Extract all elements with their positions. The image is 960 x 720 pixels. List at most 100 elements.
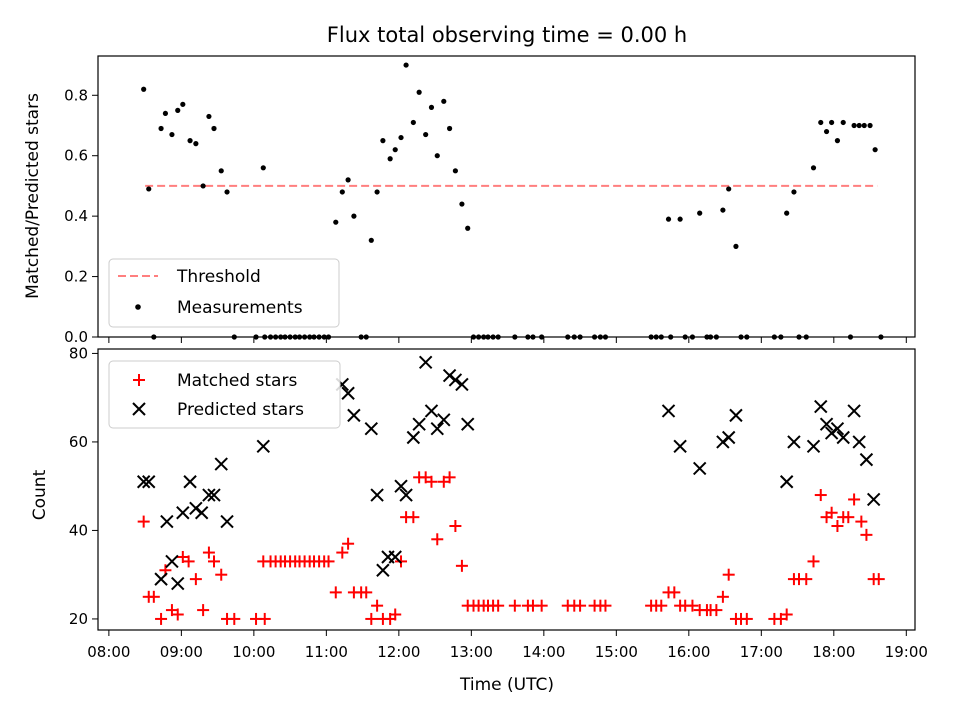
measurement-point: [374, 189, 380, 195]
measurement-point: [818, 119, 824, 126]
predicted-star-point: [364, 421, 379, 436]
predicted-stars-points: [136, 355, 881, 591]
x-axis-label: Time (UTC): [459, 675, 554, 695]
measurement-point: [446, 125, 453, 132]
bottom-y-ticks: 20 40 60 80: [69, 344, 98, 628]
bottom-legend: Matched stars Predicted stars: [108, 360, 341, 429]
matched-star-point: [197, 604, 210, 617]
measurement-point: [158, 125, 164, 132]
bottom-x-ticks: 08:00 09:00 10:00 11:00 12:00 13:00 14:00 15:00…: [87, 630, 928, 661]
bottom-y-tick-label: 80: [69, 344, 88, 362]
predicted-star-point: [176, 506, 190, 520]
predicted-star-point: [673, 439, 687, 454]
legend-matched-swatch: [133, 374, 145, 386]
predicted-star-point: [160, 514, 174, 529]
matched-star-point: [848, 493, 861, 506]
matched-star-point: [389, 608, 402, 621]
predicted-star-point: [448, 373, 463, 387]
top-axes-frame: [97, 55, 916, 338]
predicted-star-point: [165, 554, 179, 569]
legend-matched-label: Matched stars: [177, 371, 297, 391]
x-tick-label: 18:00: [812, 643, 855, 661]
x-tick-label: 09:00: [160, 643, 203, 661]
legend-predicted-swatch: [132, 402, 146, 416]
matched-star-point: [825, 506, 838, 519]
predicted-star-point: [183, 475, 197, 489]
predicted-star-point: [256, 439, 270, 454]
matched-star-point: [599, 599, 612, 612]
predicted-star-point: [819, 417, 834, 431]
predicted-star-point: [692, 461, 707, 476]
bottom-legend-box: [108, 360, 341, 429]
predicted-star-point: [202, 488, 216, 502]
predicted-star-point: [399, 488, 413, 502]
measurement-point: [441, 98, 447, 104]
top-y-tick-label: 0.0: [64, 328, 88, 346]
predicted-star-point: [461, 417, 475, 431]
measurement-point: [351, 213, 357, 219]
matched-star-point: [716, 590, 729, 603]
predicted-star-point: [412, 417, 426, 431]
matched-star-point: [574, 599, 587, 612]
bottom-y-tick-label: 20: [69, 610, 88, 628]
matched-star-point: [449, 520, 462, 533]
predicted-star-point: [347, 408, 361, 423]
matched-stars-points: [137, 471, 885, 625]
predicted-star-point: [136, 475, 151, 489]
predicted-star-point: [779, 475, 794, 489]
legend-threshold-label: Threshold: [176, 267, 261, 287]
measurement-point: [834, 138, 841, 144]
measurement-point: [810, 165, 817, 171]
matched-star-point: [189, 573, 202, 586]
matched-star-point: [215, 568, 228, 581]
legend-predicted-label: Predicted stars: [177, 400, 304, 420]
matched-star-point: [171, 608, 184, 621]
measurement-point: [867, 122, 873, 129]
measurement-point: [200, 183, 206, 189]
measurement-point: [162, 110, 169, 117]
measurement-point: [211, 125, 217, 132]
matched-star-point: [872, 573, 885, 586]
measurement-point: [218, 168, 224, 174]
predicted-star-point: [171, 576, 185, 591]
measurement-point: [187, 138, 193, 144]
predicted-star-point: [430, 421, 444, 436]
measurement-point: [726, 186, 732, 192]
predicted-star-point: [787, 435, 801, 449]
matched-star-point: [228, 612, 241, 625]
measurement-point: [175, 107, 181, 113]
measurement-point: [829, 119, 835, 126]
top-y-tick-label: 0.4: [64, 207, 88, 225]
x-tick-label: 11:00: [305, 643, 348, 661]
matched-star-point: [842, 511, 855, 524]
top-y-tick-label: 0.2: [64, 268, 88, 286]
bottom-axes-frame: [97, 348, 916, 631]
predicted-star-point: [376, 563, 390, 577]
measurement-point: [403, 62, 409, 68]
measurement-point: [206, 113, 212, 120]
predicted-star-point: [836, 430, 850, 445]
legend-measurements-swatch: [135, 304, 141, 310]
measurement-point: [823, 128, 830, 135]
measurement-point: [452, 168, 458, 174]
measurement-point: [416, 89, 422, 95]
measurement-point: [861, 122, 867, 129]
predicted-star-point: [437, 413, 451, 427]
matched-star-point: [342, 537, 355, 550]
predicted-star-point: [661, 404, 676, 418]
predicted-star-point: [214, 457, 228, 471]
measurement-point: [380, 138, 386, 144]
predicted-star-point: [424, 404, 439, 418]
matched-star-point: [258, 612, 271, 625]
measurement-point: [387, 156, 393, 162]
bottom-y-tick-label: 60: [69, 433, 88, 451]
predicted-star-point: [207, 488, 221, 502]
bottom-y-tick-label: 40: [69, 521, 88, 539]
measurement-point: [169, 131, 175, 138]
x-tick-label: 16:00: [667, 643, 710, 661]
matched-star-point: [336, 546, 349, 559]
legend-measurements-label: Measurements: [177, 298, 303, 318]
matched-star-point: [360, 586, 373, 599]
measurement-point: [459, 201, 465, 207]
matched-star-point: [182, 555, 195, 568]
